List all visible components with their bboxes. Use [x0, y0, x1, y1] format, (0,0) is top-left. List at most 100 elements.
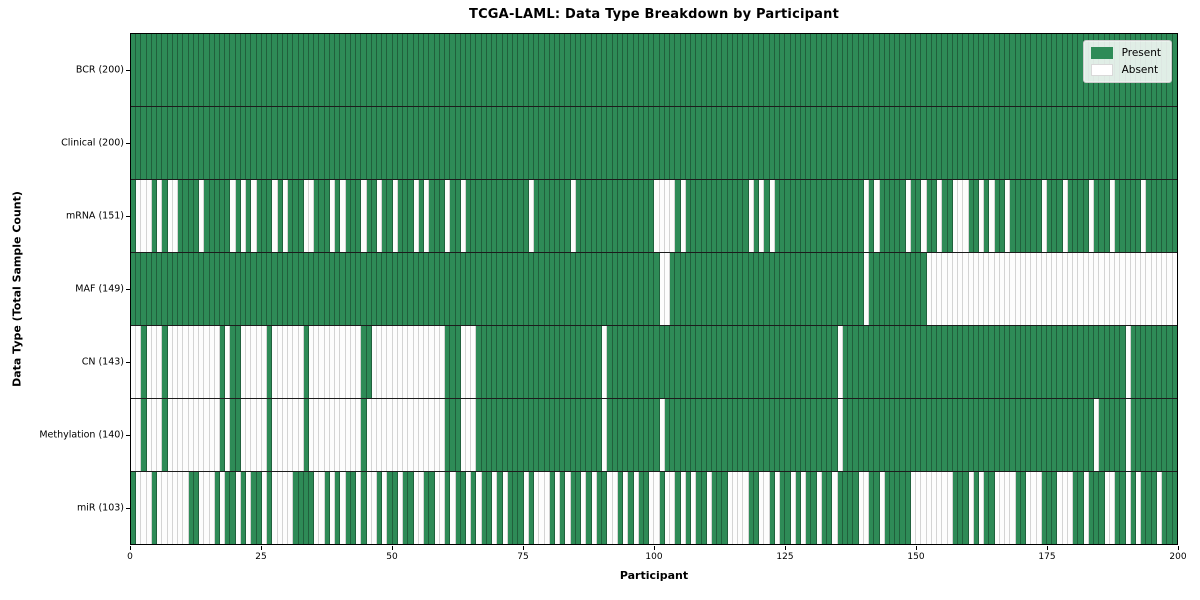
heatmap-cell: [387, 34, 393, 106]
heatmap-cell: [350, 34, 357, 106]
absent-swatch-icon: [1090, 64, 1113, 76]
heatmap-cell: [916, 107, 922, 179]
heatmap-cell: [628, 399, 634, 471]
heatmap-cell: [350, 107, 357, 179]
heatmap-cell: [712, 107, 718, 179]
heatmap-cell: [832, 326, 838, 398]
heatmap-cell: [984, 472, 990, 544]
heatmap-cell: [214, 326, 220, 398]
heatmap-cell: [623, 399, 629, 471]
heatmap-cell: [246, 180, 252, 252]
heatmap-cell: [392, 326, 398, 398]
heatmap-cell: [1005, 34, 1011, 106]
heatmap-cell: [397, 253, 404, 325]
heatmap-cell: [869, 34, 875, 106]
heatmap-cell: [513, 399, 519, 471]
heatmap-cell: [1130, 326, 1136, 398]
heatmap-cell: [1026, 399, 1032, 471]
heatmap-cell: [340, 180, 346, 252]
row-label: CN (143): [81, 356, 124, 368]
heatmap-cell: [806, 326, 812, 398]
heatmap-cell: [481, 253, 487, 325]
heatmap-cell: [199, 472, 205, 544]
heatmap-cell: [1162, 326, 1168, 398]
heatmap-cell: [162, 180, 168, 252]
heatmap-cell: [780, 107, 786, 179]
heatmap-cell: [167, 107, 173, 179]
heatmap-cell: [581, 472, 587, 544]
heatmap-cell: [230, 472, 236, 544]
heatmap-cell: [884, 107, 890, 179]
heatmap-cell: [691, 253, 697, 325]
heatmap-cell: [790, 180, 796, 252]
heatmap-cell: [544, 399, 550, 471]
heatmap-cell: [696, 34, 702, 106]
heatmap-cell: [486, 399, 493, 471]
heatmap-cell: [193, 253, 200, 325]
heatmap-cell: [727, 34, 733, 106]
heatmap-cell: [1052, 253, 1058, 325]
heatmap-cell: [314, 107, 320, 179]
heatmap-cell: [1141, 399, 1147, 471]
heatmap-cell: [392, 107, 398, 179]
heatmap-cell: [272, 472, 278, 544]
heatmap-cell: [738, 472, 744, 544]
heatmap-cell: [670, 180, 676, 252]
heatmap-cell: [455, 472, 461, 544]
heatmap-cell: [1083, 399, 1089, 471]
heatmap-cell: [455, 399, 461, 471]
heatmap-cell: [162, 472, 168, 544]
heatmap-cell: [214, 107, 220, 179]
heatmap-cell: [256, 472, 262, 544]
heatmap-cell: [1120, 399, 1126, 471]
heatmap-cell: [863, 107, 870, 179]
heatmap-cell: [952, 399, 959, 471]
heatmap-cell: [659, 399, 665, 471]
heatmap-cell: [926, 326, 932, 398]
heatmap-cell: [795, 180, 801, 252]
heatmap-cell: [303, 253, 309, 325]
heatmap-cell: [1031, 253, 1037, 325]
heatmap-cell: [811, 326, 817, 398]
heatmap-cell: [377, 472, 383, 544]
heatmap-cell: [596, 253, 603, 325]
heatmap-cell: [324, 107, 330, 179]
heatmap-cell: [188, 107, 194, 179]
heatmap-cell: [680, 399, 686, 471]
heatmap-cell: [324, 472, 330, 544]
heatmap-cell: [502, 399, 508, 471]
heatmap-cell: [455, 253, 461, 325]
heatmap-cell: [905, 34, 911, 106]
heatmap-cell: [413, 107, 419, 179]
heatmap-cell: [643, 180, 650, 252]
heatmap-cell: [554, 253, 561, 325]
heatmap-cell: [1026, 326, 1032, 398]
heatmap-cell: [596, 180, 603, 252]
heatmap-cell: [858, 399, 864, 471]
heatmap-cell: [1099, 472, 1105, 544]
heatmap-cell: [968, 399, 974, 471]
heatmap-cell: [293, 107, 299, 179]
heatmap-cell: [1104, 472, 1110, 544]
heatmap-cell: [643, 326, 650, 398]
heatmap-cell: [172, 107, 179, 179]
heatmap-cell: [1062, 180, 1068, 252]
heatmap-cell: [895, 472, 901, 544]
heatmap-cell: [261, 107, 268, 179]
heatmap-cell: [450, 399, 456, 471]
heatmap-cell: [157, 399, 163, 471]
heatmap-cell: [1005, 399, 1011, 471]
heatmap-cell: [183, 326, 189, 398]
heatmap-cell: [209, 107, 215, 179]
heatmap-cell: [235, 472, 241, 544]
heatmap-cell: [1167, 399, 1173, 471]
heatmap-cell: [858, 472, 864, 544]
x-tick-mark: [261, 546, 262, 550]
heatmap-cell: [780, 399, 786, 471]
heatmap-cell: [832, 107, 838, 179]
heatmap-cell: [1047, 180, 1053, 252]
heatmap-cell: [623, 472, 629, 544]
heatmap-cell: [141, 180, 147, 252]
heatmap-cell: [743, 253, 749, 325]
heatmap-cell: [764, 399, 770, 471]
